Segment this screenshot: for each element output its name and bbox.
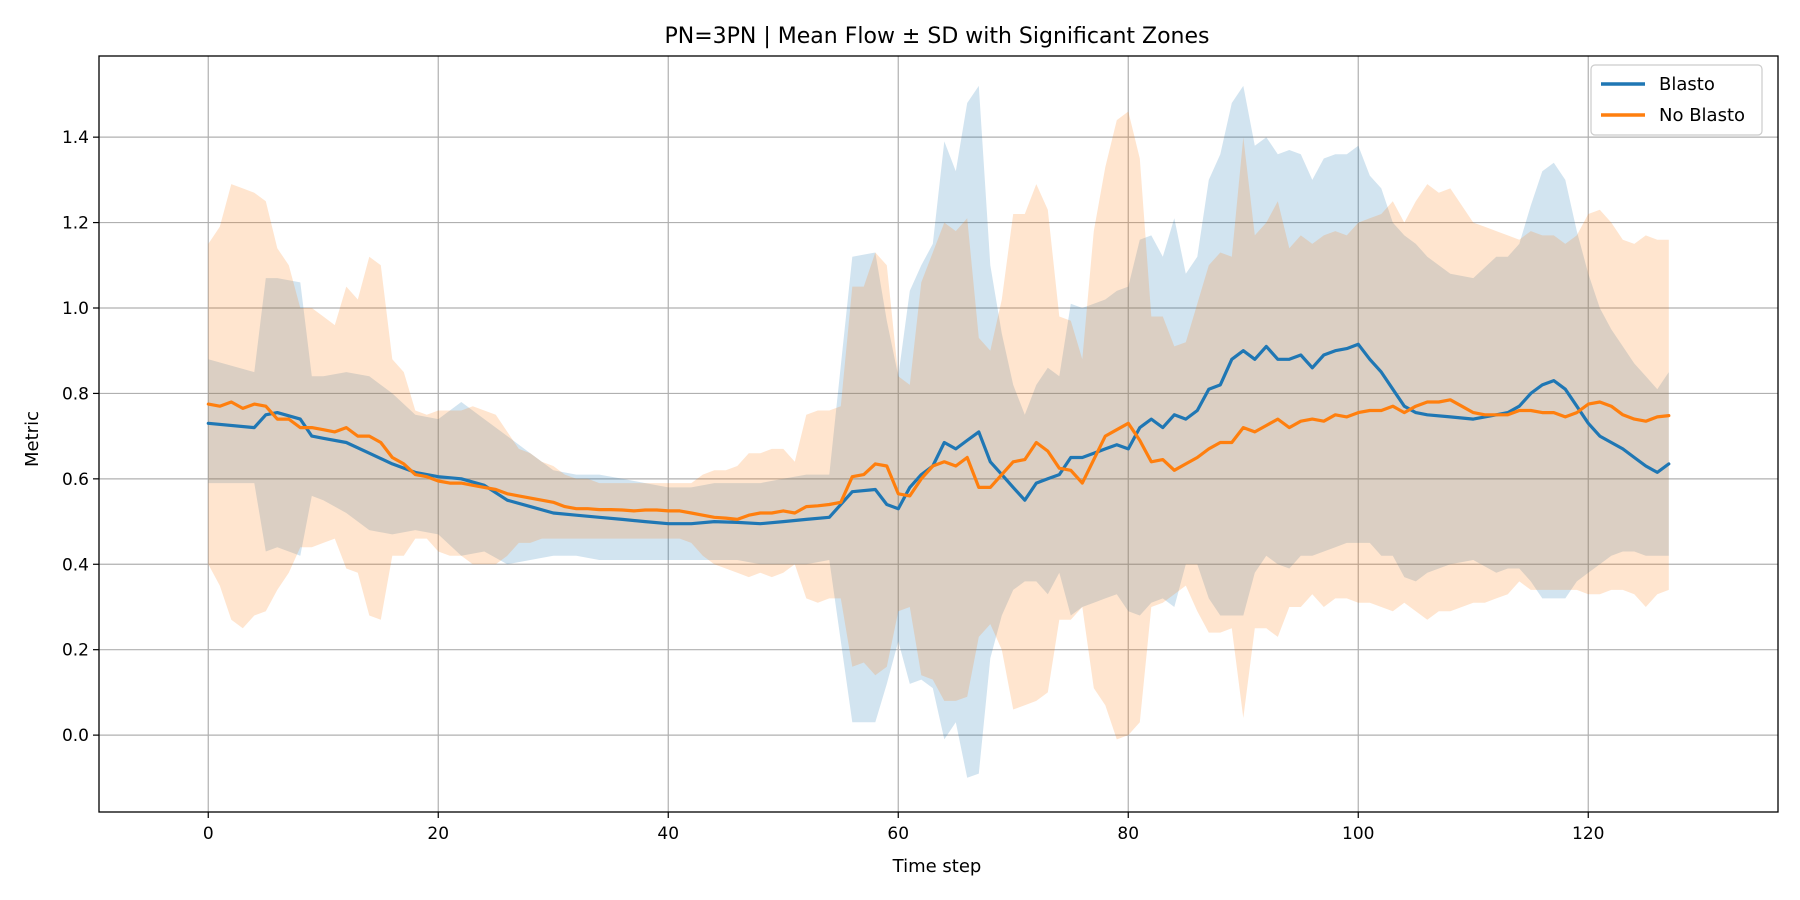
tick-layer: 0 20 40 60 80 100 120 0.0 0.2 0.4 0.6 0.8 1.0 1.2 1.4 bbox=[62, 128, 1605, 844]
band-layer bbox=[208, 85, 1669, 778]
mean-line-blasto bbox=[206, 342, 1671, 526]
line-layer bbox=[206, 342, 1671, 526]
grid-layer bbox=[99, 56, 1778, 812]
x-tick-label: 60 bbox=[887, 824, 909, 844]
y-tick-label: 0.2 bbox=[62, 641, 89, 661]
legend: Blasto No Blasto bbox=[1590, 64, 1763, 136]
y-tick-label: 0.4 bbox=[62, 555, 89, 575]
y-tick-label: 1.0 bbox=[62, 299, 89, 319]
plot-frame bbox=[98, 55, 1779, 813]
x-tick-label: 120 bbox=[1572, 824, 1604, 844]
mean-line-no-blasto bbox=[206, 398, 1671, 522]
legend-label-no-blasto: No Blasto bbox=[1659, 105, 1745, 126]
y-tick-label: 1.2 bbox=[62, 214, 89, 234]
legend-label-blasto: Blasto bbox=[1659, 74, 1715, 95]
y-tick-label: 0.8 bbox=[62, 384, 89, 404]
y-axis-label: Metric bbox=[22, 411, 43, 467]
x-axis-label: Time step bbox=[892, 856, 982, 877]
x-tick-label: 20 bbox=[427, 824, 449, 844]
sd-band-blasto bbox=[208, 85, 1669, 778]
x-tick-label: 0 bbox=[203, 824, 214, 844]
x-tick-label: 100 bbox=[1342, 824, 1374, 844]
y-tick-label: 1.4 bbox=[62, 128, 89, 148]
x-tick-label: 80 bbox=[1117, 824, 1139, 844]
x-tick-label: 40 bbox=[657, 824, 679, 844]
sd-band-no-blasto bbox=[208, 111, 1669, 740]
y-tick-label: 0.6 bbox=[62, 470, 89, 490]
chart-title: PN=3PN | Mean Flow ± SD with Significant… bbox=[665, 24, 1210, 49]
y-tick-label: 0.0 bbox=[62, 726, 89, 746]
